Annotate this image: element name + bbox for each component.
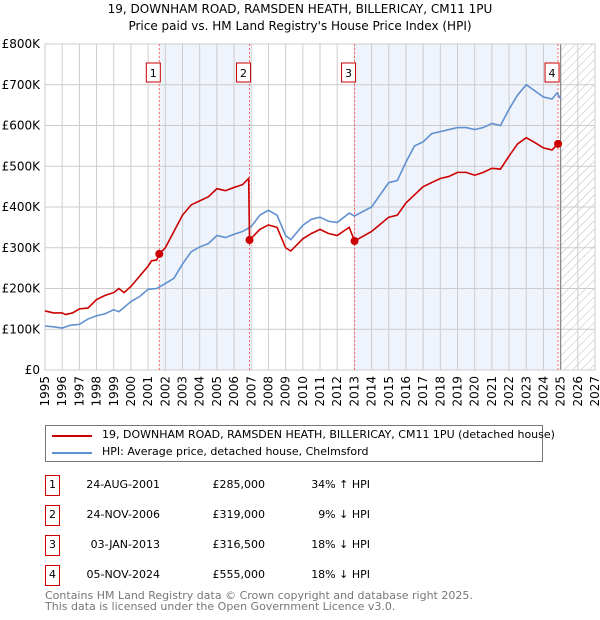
legend-swatch-price bbox=[52, 435, 92, 437]
x-tick-label: 2021 bbox=[485, 376, 499, 407]
x-tick-label: 2013 bbox=[347, 376, 361, 407]
y-tick-label: £0 bbox=[25, 363, 40, 377]
hpi-line bbox=[44, 83, 562, 329]
legend-item-hpi: HPI: Average price, detached house, Chel… bbox=[46, 445, 542, 461]
x-tick-label: 2009 bbox=[279, 376, 293, 407]
sale-point bbox=[155, 249, 164, 258]
x-tick-label: 2027 bbox=[588, 376, 600, 407]
sale-marker-label: 3 bbox=[345, 67, 352, 80]
x-tick-label: 2010 bbox=[296, 376, 310, 407]
sale-number-badge: 2 bbox=[45, 505, 60, 526]
x-tick-label: 2020 bbox=[468, 376, 482, 407]
sale-point bbox=[350, 237, 359, 246]
x-tick-label: 2002 bbox=[158, 376, 172, 407]
y-tick-label: £600K bbox=[2, 119, 42, 133]
sale-hpi-diff: 9% ↓ HPI bbox=[318, 508, 370, 521]
sale-hpi-diff: 18% ↓ HPI bbox=[311, 568, 370, 581]
x-tick-label: 2012 bbox=[330, 376, 344, 407]
sale-price: £319,000 bbox=[212, 508, 266, 521]
sale-date: 24-AUG-2001 bbox=[86, 478, 160, 491]
x-tick-label: 2011 bbox=[313, 376, 327, 407]
x-tick-label: 2001 bbox=[141, 376, 155, 407]
x-tick-label: 1995 bbox=[38, 376, 52, 407]
y-tick-label: £800K bbox=[2, 37, 42, 51]
footer-line-2: This data is licensed under the Open Gov… bbox=[45, 600, 396, 613]
sale-marker-label: 4 bbox=[549, 67, 556, 80]
x-tick-label: 2007 bbox=[244, 376, 258, 407]
sale-hpi-diff: 34% ↑ HPI bbox=[311, 478, 370, 491]
price-line bbox=[44, 136, 559, 316]
x-tick-label: 2017 bbox=[416, 376, 430, 407]
legend: 19, DOWNHAM ROAD, RAMSDEN HEATH, BILLERI… bbox=[45, 425, 555, 462]
x-tick-label: 1997 bbox=[72, 376, 86, 407]
y-tick-label: £200K bbox=[2, 282, 42, 296]
x-tick-label: 2025 bbox=[554, 376, 568, 407]
sale-marker-box bbox=[236, 62, 252, 83]
footer-line-1: Contains HM Land Registry data © Crown c… bbox=[45, 589, 473, 602]
plot-border bbox=[44, 43, 596, 371]
sale-date: 03-JAN-2013 bbox=[90, 538, 160, 551]
x-tick-label: 2003 bbox=[176, 376, 190, 407]
sale-marker-box bbox=[341, 62, 357, 83]
x-tick-label: 2014 bbox=[365, 376, 379, 407]
x-tick-label: 2016 bbox=[399, 376, 413, 407]
y-tick-label: £700K bbox=[2, 78, 42, 92]
y-tick-label: £300K bbox=[2, 241, 42, 255]
sale-date: 24-NOV-2006 bbox=[86, 508, 160, 521]
chart-title: 19, DOWNHAM ROAD, RAMSDEN HEATH, BILLERI… bbox=[107, 2, 493, 16]
chart-subtitle: Price paid vs. HM Land Registry's House … bbox=[128, 19, 472, 33]
legend-label-hpi: HPI: Average price, detached house, Chel… bbox=[102, 445, 369, 458]
x-tick-label: 2006 bbox=[227, 376, 241, 407]
x-tick-label: 2005 bbox=[210, 376, 224, 407]
y-tick-label: £100K bbox=[2, 322, 42, 336]
sale-point bbox=[554, 139, 563, 148]
legend-label-price: 19, DOWNHAM ROAD, RAMSDEN HEATH, BILLERI… bbox=[102, 428, 555, 441]
x-tick-label: 1999 bbox=[107, 376, 121, 407]
sale-price: £555,000 bbox=[212, 568, 266, 581]
x-tick-label: 2018 bbox=[433, 376, 447, 407]
x-tick-label: 2022 bbox=[502, 376, 516, 407]
sale-point bbox=[245, 236, 254, 245]
x-tick-label: 2015 bbox=[382, 376, 396, 407]
x-tick-label: 2004 bbox=[193, 376, 207, 407]
sale-marker-box bbox=[145, 62, 161, 83]
x-tick-label: 1996 bbox=[55, 376, 69, 407]
sale-marker-box bbox=[544, 62, 560, 83]
sale-price: £316,500 bbox=[212, 538, 266, 551]
x-tick-label: 2000 bbox=[124, 376, 138, 407]
x-tick-label: 2008 bbox=[261, 376, 275, 407]
y-tick-label: £400K bbox=[2, 200, 42, 214]
x-tick-label: 2026 bbox=[571, 376, 585, 407]
sale-price: £285,000 bbox=[212, 478, 266, 491]
x-tick-label: 1998 bbox=[90, 376, 104, 407]
x-tick-label: 2019 bbox=[451, 376, 465, 407]
y-tick-label: £500K bbox=[2, 159, 42, 173]
sale-marker-label: 1 bbox=[150, 67, 157, 80]
legend-swatch-hpi bbox=[52, 452, 92, 454]
x-tick-label: 2023 bbox=[519, 376, 533, 407]
sale-hpi-diff: 18% ↓ HPI bbox=[311, 538, 370, 551]
sale-date: 05-NOV-2024 bbox=[86, 568, 160, 581]
sale-number-badge: 1 bbox=[45, 475, 60, 496]
chart-plot: 1995 1996 1997 1998 1999 2000 2001 2002 2003 2004… bbox=[2, 37, 600, 407]
legend-item-price: 19, DOWNHAM ROAD, RAMSDEN HEATH, BILLERI… bbox=[46, 428, 555, 444]
sale-marker-label: 2 bbox=[240, 67, 247, 80]
x-tick-label: 2024 bbox=[536, 376, 550, 407]
sale-number-badge: 4 bbox=[45, 565, 60, 586]
sale-number-badge: 3 bbox=[45, 535, 60, 556]
